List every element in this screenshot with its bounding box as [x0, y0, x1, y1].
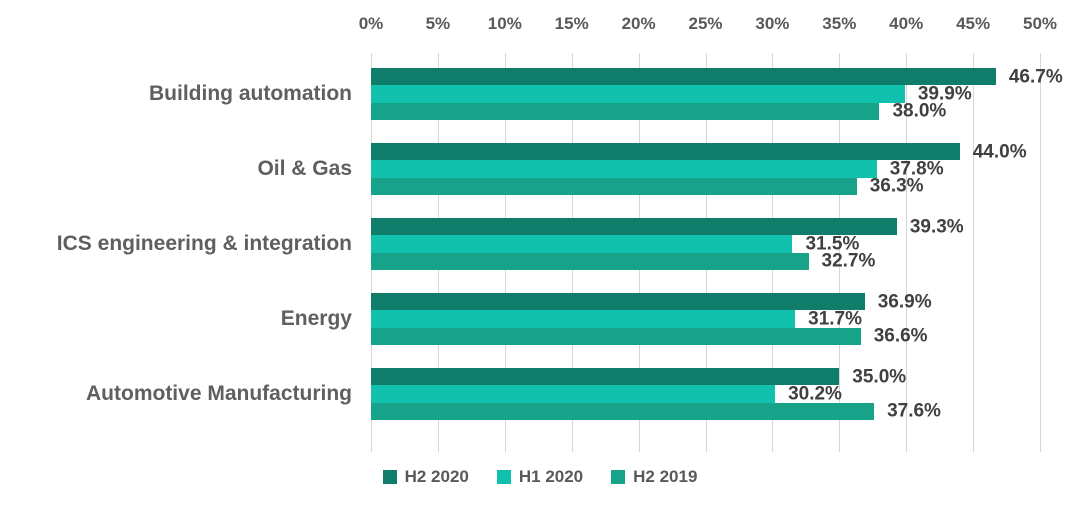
category-label: Building automation [149, 82, 352, 105]
category-label: Automotive Manufacturing [86, 382, 352, 405]
bar-h2-2020 [371, 293, 865, 311]
legend-label: H2 2019 [633, 467, 698, 486]
x-axis-tick-label: 0% [358, 14, 384, 33]
value-label: 36.6% [873, 325, 928, 347]
bar-group: 46.7% 39.9% 38.0% [371, 67, 1063, 122]
bar-group: 35.0% 30.2% 37.6% [371, 366, 1040, 422]
value-label: 30.2% [788, 383, 842, 405]
plot-area: 46.7% 39.9% 38.0% 44.0% 37.8% 36.3% 39.3% 31.5%… [56, 53, 1063, 452]
value-label: 36.3% [869, 175, 924, 197]
legend-swatch-icon [382, 470, 397, 484]
legend-label: H1 2020 [518, 467, 584, 486]
bar-h2-2020 [371, 368, 840, 386]
bar-h2-2019 [371, 402, 875, 420]
value-label: 39.3% [909, 216, 964, 238]
x-axis-tick-label: 35% [822, 14, 857, 33]
bar-group: 44.0% 37.8% 36.3% [371, 141, 1040, 197]
bar-group: 36.9% 31.7% 36.6% [371, 291, 1040, 347]
value-label: 38.0% [892, 100, 947, 122]
gridline [1040, 53, 1041, 452]
x-axis-tick-label: 30% [755, 14, 790, 33]
legend-item: H2 2019 [611, 467, 697, 487]
bar-h1-2020 [371, 235, 793, 253]
value-label: 31.5% [805, 233, 860, 255]
gridline [839, 53, 841, 452]
category-label: Energy [280, 307, 352, 330]
gridline [973, 53, 975, 452]
x-axis: 0% 5% 10% 15% 20% 25% 30% 35% 40% 45% 50% [0, 14, 1080, 40]
legend-swatch-icon [611, 470, 626, 484]
category-label: Oil & Gas [257, 157, 352, 180]
bar-h2-2020 [371, 218, 897, 236]
legend-item: H1 2020 [496, 467, 584, 487]
legend-swatch-icon [496, 470, 511, 484]
bar-h1-2020 [371, 160, 877, 178]
category-label: ICS engineering & integration [56, 232, 352, 255]
legend: H2 2020 H1 2020 H2 2019 [0, 465, 1080, 489]
bar-h1-2020 [371, 310, 796, 328]
x-axis-tick-label: 40% [889, 14, 924, 33]
bar-h2-2019 [371, 327, 861, 345]
legend-item: H2 2020 [382, 467, 469, 487]
gridline [906, 53, 908, 452]
bar-h2-2019 [371, 177, 857, 195]
value-label: 37.6% [887, 400, 941, 422]
value-label: 44.0% [972, 141, 1027, 163]
bar-group: 39.3% 31.5% 32.7% [371, 216, 1040, 272]
bar-h2-2020 [371, 143, 960, 161]
bar-h2-2019 [371, 102, 880, 120]
value-label: 46.7% [1008, 66, 1063, 88]
x-axis-tick-label: 50% [1022, 14, 1058, 33]
x-axis-tick-label: 25% [688, 14, 723, 33]
value-label: 36.9% [877, 291, 932, 313]
bar-h1-2020 [371, 385, 776, 403]
x-axis-tick-label: 5% [425, 14, 451, 33]
bar-h2-2019 [371, 252, 809, 270]
value-label: 31.7% [808, 308, 863, 330]
value-label: 35.0% [852, 366, 907, 388]
x-axis-tick-label: 10% [487, 14, 522, 33]
x-axis-tick-label: 15% [554, 14, 589, 33]
value-label: 37.8% [889, 158, 944, 180]
x-axis-tick-label: 20% [621, 14, 656, 33]
x-axis-tick-label: 45% [956, 14, 991, 33]
value-label: 32.7% [821, 250, 876, 272]
bar-h1-2020 [371, 85, 905, 103]
bar-h2-2020 [371, 68, 996, 86]
legend-label: H2 2020 [404, 467, 469, 486]
value-label: 39.9% [917, 83, 972, 105]
